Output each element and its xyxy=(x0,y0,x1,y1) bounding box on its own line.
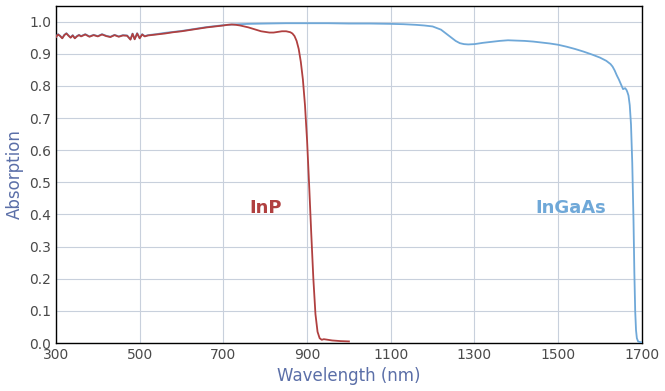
Text: InP: InP xyxy=(249,199,281,217)
Text: InGaAs: InGaAs xyxy=(535,199,606,217)
X-axis label: Wavelength (nm): Wavelength (nm) xyxy=(277,368,421,386)
Y-axis label: Absorption: Absorption xyxy=(5,129,23,219)
